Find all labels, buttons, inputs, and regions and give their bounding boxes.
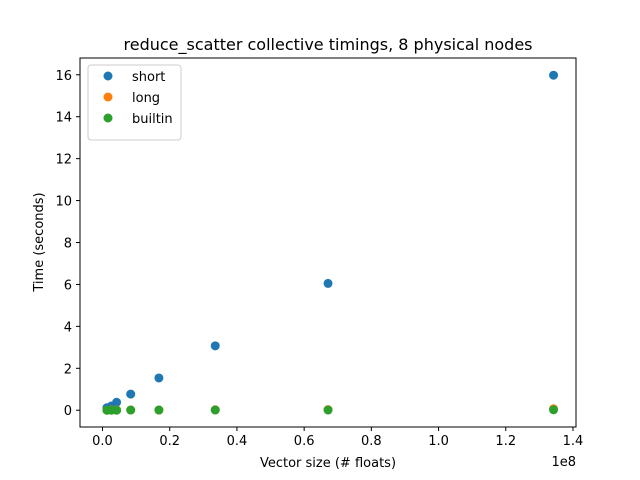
legend-marker-builtin	[103, 113, 113, 123]
data-point-builtin	[112, 405, 122, 415]
y-tick-label: 16	[55, 69, 72, 84]
series-short	[102, 70, 559, 413]
series-builtin	[102, 405, 559, 415]
y-axis-label: Time (seconds)	[32, 192, 47, 292]
y-tick-label: 8	[64, 237, 72, 252]
x-axis: 0.0 0.2 0.4 0.6 0.8 1.0 1.2 1.4	[92, 427, 583, 449]
y-tick-label: 12	[55, 153, 72, 168]
y-tick-label: 10	[55, 195, 72, 210]
y-tick-label: 14	[55, 111, 72, 126]
data-point-short	[126, 389, 136, 399]
plot-area	[102, 70, 559, 415]
x-tick-label: 0.6	[294, 434, 315, 449]
data-point-short	[154, 373, 164, 383]
chart-title: reduce_scatter collective timings, 8 phy…	[124, 35, 533, 55]
x-tick-label: 0.8	[361, 434, 382, 449]
x-tick-label: 1.2	[495, 434, 516, 449]
data-point-short	[549, 70, 559, 80]
legend-label-long: long	[132, 91, 160, 106]
data-point-short	[112, 397, 122, 407]
legend-box	[87, 64, 182, 141]
y-axis: 0 2 4 6 8 10 12 14 16	[55, 69, 80, 419]
x-tick-label: 1.4	[563, 434, 584, 449]
y-tick-label: 4	[64, 320, 72, 335]
y-tick-label: 2	[64, 362, 72, 377]
x-axis-label: Vector size (# floats)	[260, 456, 396, 471]
legend-marker-long	[103, 92, 113, 102]
data-point-short	[210, 341, 220, 351]
data-point-builtin	[154, 405, 164, 415]
x-tick-label: 0.4	[227, 434, 248, 449]
x-tick-label: 0.2	[159, 434, 180, 449]
data-point-builtin	[549, 405, 559, 415]
legend-label-short: short	[132, 70, 165, 85]
legend: short long builtin	[87, 64, 182, 141]
y-tick-label: 6	[64, 278, 72, 293]
legend-label-builtin: builtin	[132, 112, 173, 127]
x-tick-label: 0.0	[92, 434, 113, 449]
x-tick-label: 1.0	[428, 434, 449, 449]
legend-marker-short	[103, 71, 113, 81]
data-point-builtin	[126, 405, 136, 415]
data-point-builtin	[210, 405, 220, 415]
data-point-builtin	[323, 405, 333, 415]
x-axis-multiplier: 1e8	[551, 455, 576, 470]
data-point-short	[323, 278, 333, 288]
y-tick-label: 0	[64, 404, 72, 419]
